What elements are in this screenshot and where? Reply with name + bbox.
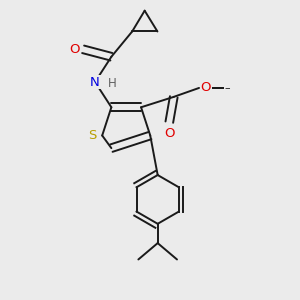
Text: –: – bbox=[225, 83, 230, 93]
Text: N: N bbox=[90, 76, 100, 88]
Text: O: O bbox=[69, 43, 80, 56]
Text: O: O bbox=[164, 127, 175, 140]
Text: S: S bbox=[88, 129, 97, 142]
Text: H: H bbox=[107, 77, 116, 90]
Text: O: O bbox=[200, 81, 211, 94]
